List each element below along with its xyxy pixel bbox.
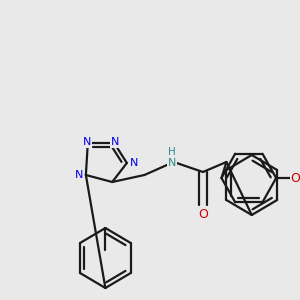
Text: N: N — [130, 158, 138, 168]
Text: O: O — [291, 172, 300, 184]
Text: N: N — [83, 137, 91, 147]
Text: N: N — [111, 137, 119, 147]
Text: H: H — [168, 147, 176, 157]
Text: N: N — [75, 170, 83, 180]
Text: N: N — [168, 158, 176, 168]
Text: O: O — [198, 208, 208, 221]
